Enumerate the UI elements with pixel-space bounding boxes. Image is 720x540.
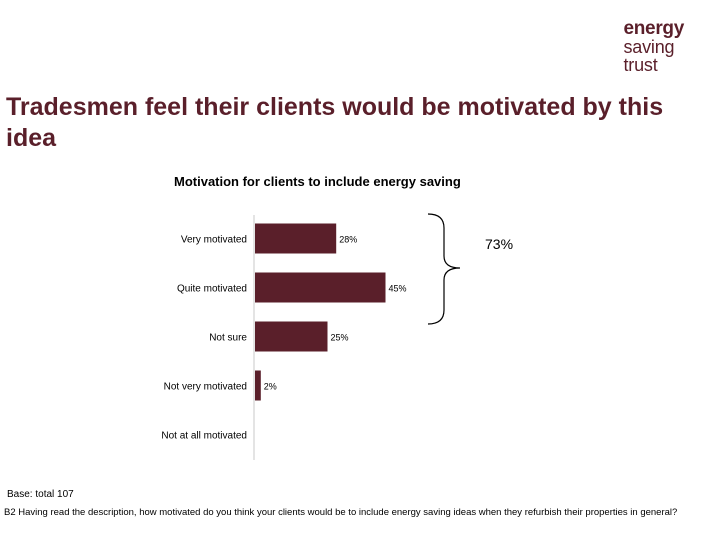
bar (255, 370, 261, 401)
energy-saving-trust-logo: energy saving trust (623, 18, 684, 75)
bar (255, 272, 386, 303)
bracket (427, 213, 461, 325)
chart-title: Motivation for clients to include energy… (174, 174, 461, 189)
category-label: Not very motivated (164, 382, 247, 393)
category-label: Quite motivated (177, 284, 247, 295)
bar (255, 223, 337, 254)
slide-title: Tradesmen feel their clients would be mo… (6, 93, 664, 152)
base-note: Base: total 107 (7, 489, 74, 500)
logo-line-1: energy (623, 18, 684, 39)
value-label: 25% (331, 333, 349, 343)
logo-line-2: saving (623, 37, 675, 57)
bar (255, 321, 328, 352)
value-label: 45% (389, 284, 407, 294)
value-label: 2% (264, 382, 277, 392)
category-label: Not at all motivated (161, 431, 247, 442)
question-note: B2 Having read the description, how moti… (4, 507, 678, 518)
bars-group: Very motivated 28% Quite motivated 45% Not s… (161, 223, 407, 442)
category-label: Very motivated (181, 235, 247, 246)
value-label: 28% (339, 235, 357, 245)
logo-line-3: trust (623, 55, 658, 75)
bracket-total-label: 73% (485, 236, 514, 252)
category-label: Not sure (209, 333, 247, 344)
